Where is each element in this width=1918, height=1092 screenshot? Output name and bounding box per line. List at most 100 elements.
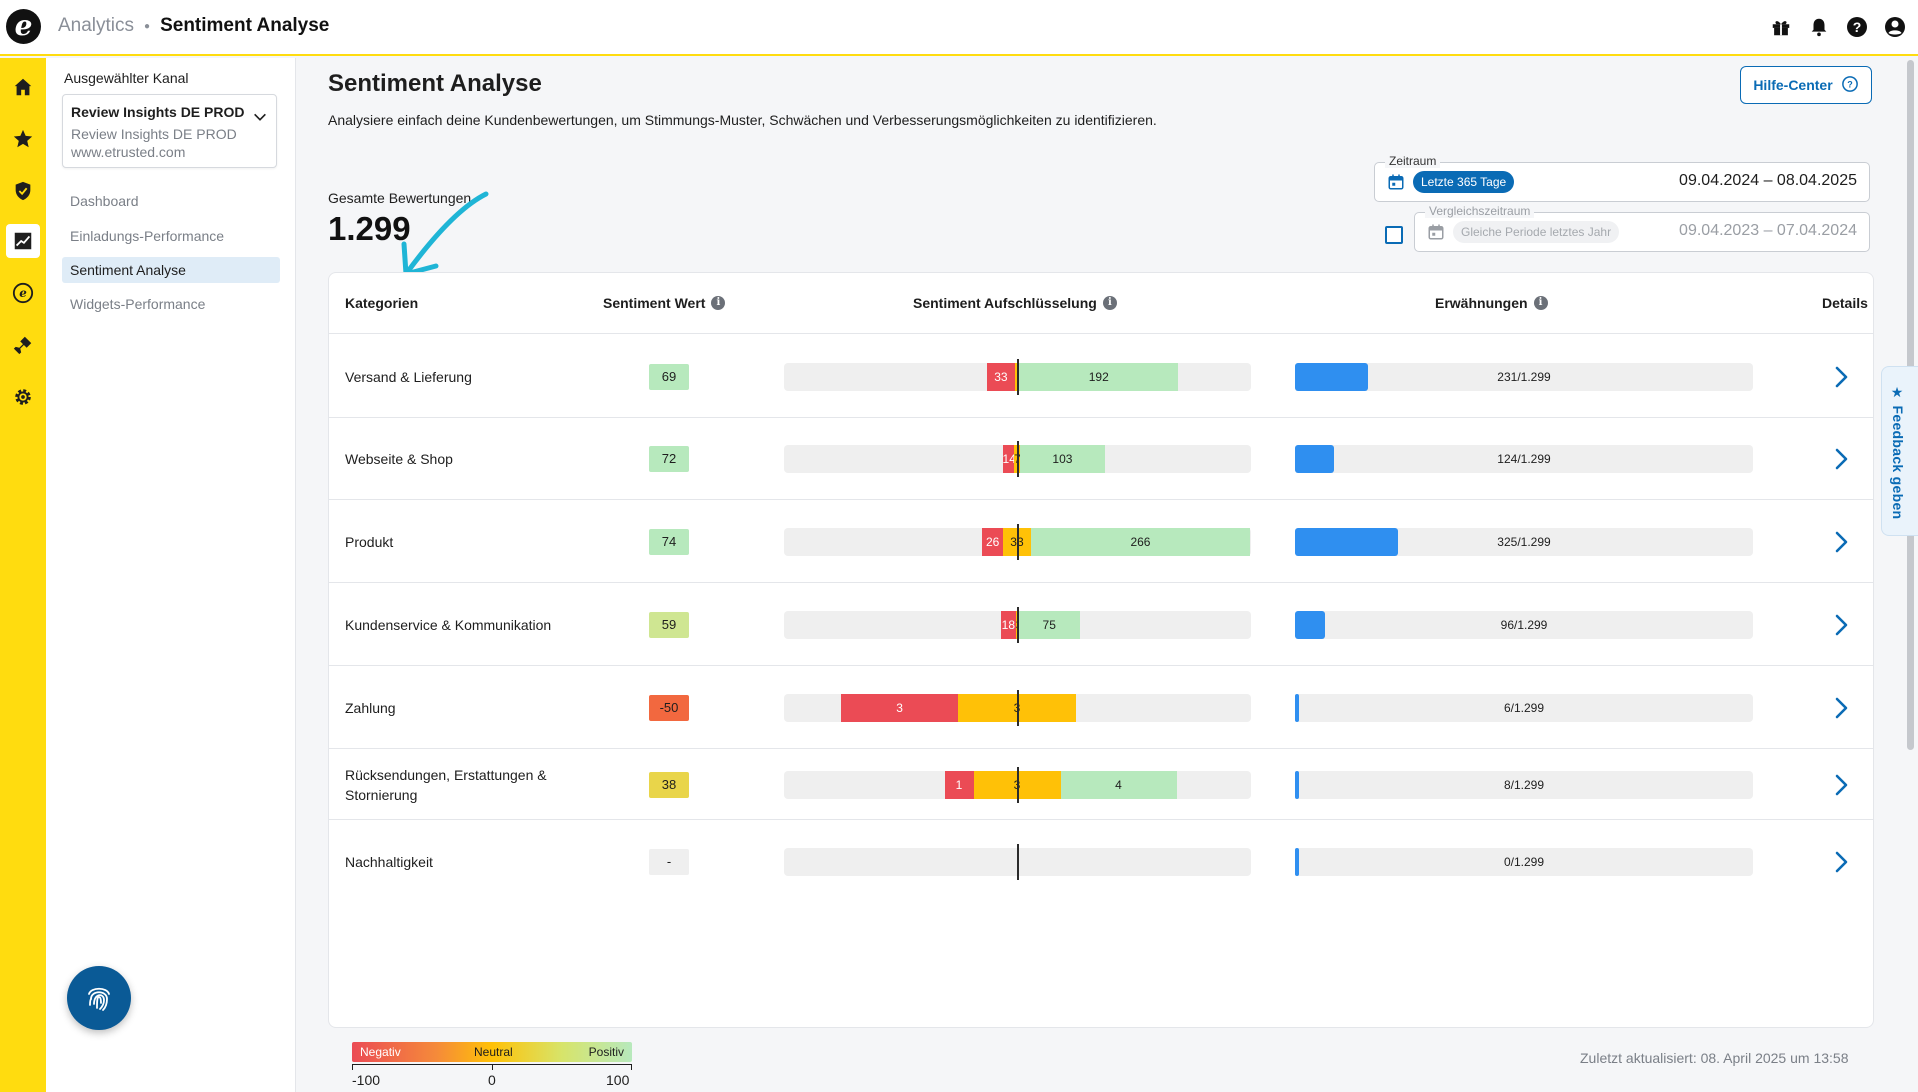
table-row[interactable]: Nachhaltigkeit - 0/1.299 [329,820,1873,903]
category-name: Kundenservice & Kommunikation [345,617,552,633]
plugin-icon[interactable] [6,328,40,362]
home-icon[interactable] [6,70,40,104]
sentiment-breakdown-bar[interactable]: 33 [784,690,1251,726]
breakdown-positive-segment[interactable]: 4 [1060,771,1177,799]
table-row[interactable]: Produkt 74 2633266 325/1.299 [329,500,1873,583]
compare-checkbox[interactable] [1385,226,1403,244]
info-icon[interactable]: i [1102,296,1117,310]
period-field[interactable]: Zeitraum Letzte 365 Tage 09.04.2024 – 08… [1374,154,1870,202]
sentiment-score-badge: 74 [649,529,689,555]
feedback-text: Feedback geben [1890,405,1906,520]
breakdown-neutral-segment[interactable]: 33 [1003,528,1031,556]
breakdown-positive-segment[interactable]: 75 [1018,611,1081,639]
etrusted-logo[interactable]: e [6,9,41,44]
feedback-tab[interactable]: ★ Feedback geben [1881,366,1918,536]
mentions-fill [1295,771,1299,799]
breakdown-neutral-segment[interactable]: 7 [1014,445,1020,473]
table-row[interactable]: Kundenservice & Kommunikation 59 18375 96/1… [329,583,1873,666]
row-divider [329,819,1873,820]
breakdown-neutral-segment[interactable] [1014,363,1020,391]
sentiment-score-badge: 38 [649,772,689,798]
account-icon[interactable] [1882,14,1908,40]
channel-label: Ausgewählter Kanal [64,70,189,86]
breakdown-neutral-segment[interactable]: 3 [958,694,1076,722]
row-divider [329,582,1873,583]
sentiment-breakdown-bar[interactable]: 33 192 [784,359,1251,395]
fingerprint-button[interactable] [67,966,131,1030]
gift-icon[interactable] [1768,14,1794,40]
table-row[interactable]: Rücksendungen, Erstattungen & Stornierun… [329,749,1873,820]
chevron-right-icon[interactable] [1827,694,1855,722]
svg-text:e: e [19,286,27,300]
chevron-right-icon[interactable] [1827,445,1855,473]
mentions-bar[interactable]: 231/1.299 [1295,363,1753,391]
breakdown-midline [1017,359,1019,395]
breakdown-negative-segment[interactable]: 33 [987,363,1015,391]
chevron-right-icon[interactable] [1827,528,1855,556]
info-icon[interactable]: i [1533,296,1548,310]
mentions-count: 231/1.299 [1497,370,1551,384]
breadcrumb-parent[interactable]: Analytics [58,15,135,36]
help-center-button[interactable]: Hilfe-Center ? [1740,66,1872,104]
mentions-bar[interactable]: 325/1.299 [1295,528,1753,556]
breakdown-positive-segment[interactable]: 266 [1030,528,1251,556]
mentions-bar[interactable]: 96/1.299 [1295,611,1753,639]
header-breakdown-label: Sentiment Aufschlüsselung [913,295,1097,311]
table-row[interactable]: Zahlung -50 33 6/1.299 [329,666,1873,749]
chevron-down-icon [252,109,268,130]
breakdown-negative-segment[interactable]: 14 [1002,445,1015,473]
sentiment-breakdown-bar[interactable]: 18375 [784,607,1251,643]
chevron-right-icon[interactable] [1827,363,1855,391]
sentiment-score-badge: 69 [649,364,689,390]
star-icon[interactable] [6,122,40,156]
header-mentions: Erwähnungen i [1435,295,1548,311]
category-name: Zahlung [345,700,396,716]
subnav-item-sentiment-analyse[interactable]: Sentiment Analyse [62,257,280,283]
chevron-right-icon[interactable] [1827,611,1855,639]
settings-icon[interactable] [6,380,40,414]
subnav-item-dashboard[interactable]: Dashboard [70,193,139,209]
analytics-icon[interactable] [6,224,40,258]
legend-negative: Negativ [360,1045,401,1059]
breakdown-negative-segment[interactable]: 3 [840,694,959,722]
info-icon[interactable]: i [711,296,726,310]
category-name: Nachhaltigkeit [345,854,433,870]
breakdown-positive-segment[interactable]: 103 [1019,445,1105,473]
mentions-bar[interactable]: 124/1.299 [1295,445,1753,473]
breakdown-negative-segment[interactable]: 18 [1000,611,1016,639]
header-divider [329,333,1873,334]
mentions-bar[interactable]: 6/1.299 [1295,694,1753,722]
etrusted-icon[interactable]: e [6,276,40,310]
help-icon[interactable]: ? [1844,14,1870,40]
breadcrumb-separator-icon: ● [144,20,151,32]
period-chip[interactable]: Letzte 365 Tage [1413,171,1515,193]
legend-mid: 0 [488,1072,496,1088]
chevron-right-icon[interactable] [1827,771,1855,799]
sentiment-breakdown-bar[interactable] [784,844,1251,880]
breakdown-neutral-segment[interactable]: 3 [1015,611,1019,639]
breakdown-negative-segment[interactable]: 26 [981,528,1004,556]
mentions-bar[interactable]: 0/1.299 [1295,848,1753,876]
subnav-item-widgets-performance[interactable]: Widgets-Performance [70,296,206,312]
shield-icon[interactable] [6,174,40,208]
breakdown-positive-segment[interactable]: 192 [1019,363,1179,391]
header-details-label: Details [1822,295,1868,311]
subnav-item-einladungs-performance[interactable]: Einladungs-Performance [70,228,225,244]
chevron-right-icon[interactable] [1827,848,1855,876]
mentions-fill [1295,445,1335,473]
breakdown-midline [1017,524,1019,560]
sentiment-breakdown-bar[interactable]: 134 [784,767,1251,803]
breakdown-negative-segment[interactable]: 1 [944,771,974,799]
bell-icon[interactable] [1806,14,1832,40]
table-row[interactable]: Versand & Lieferung 69 33 192 231/1.299 [329,335,1873,418]
sentiment-breakdown-bar[interactable]: 2633266 [784,524,1251,560]
channel-selector[interactable]: Review Insights DE PROD Review Insights … [62,94,277,168]
header-mentions-label: Erwähnungen [1435,295,1528,311]
table-row[interactable]: Webseite & Shop 72 147103 124/1.299 [329,418,1873,500]
sentiment-breakdown-bar[interactable]: 147103 [784,441,1251,477]
mentions-bar[interactable]: 8/1.299 [1295,771,1753,799]
header-category: Kategorien [345,295,418,311]
compare-period-field[interactable]: Vergleichszeitraum Gleiche Periode letzt… [1414,204,1870,252]
category-name: Rücksendungen, Erstattungen & Stornierun… [345,767,547,803]
header-score: Sentiment Wert i [603,295,726,311]
